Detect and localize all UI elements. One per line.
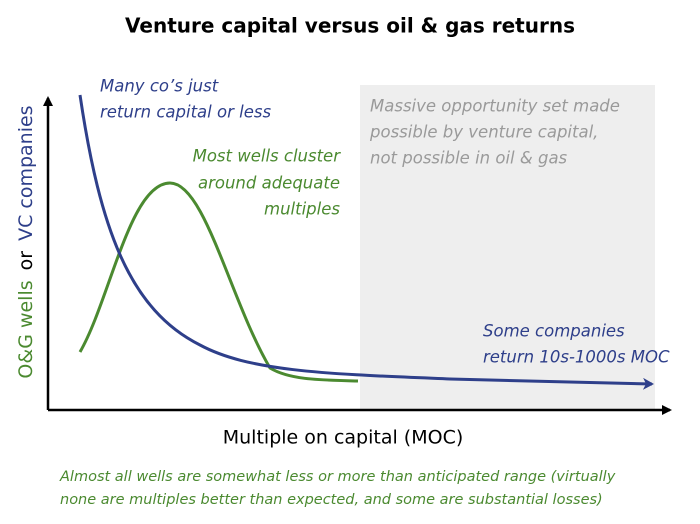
y-axis-label: O&G wells or VC companies — [15, 105, 37, 378]
annotation: Most wells cluster — [193, 147, 342, 166]
annotation: possible by venture capital, — [369, 123, 598, 142]
annotation: Some companies — [483, 322, 625, 341]
annotation: return capital or less — [100, 103, 271, 122]
title: Venture capital versus oil & gas returns — [125, 14, 575, 38]
vc-curve — [78, 94, 654, 390]
annotation: return 10s-1000s MOC — [483, 348, 670, 367]
annotation: not possible in oil & gas — [370, 149, 568, 168]
annotation: multiples — [264, 200, 340, 219]
footnote: none are multiples better than expected,… — [60, 492, 603, 508]
x-axis-label: Multiple on capital (MOC) — [223, 427, 464, 449]
y-label-vc: VC companies — [15, 105, 37, 241]
annotation: around adequate — [198, 174, 340, 193]
annotation: Massive opportunity set made — [370, 97, 620, 116]
wells-curve — [78, 181, 359, 383]
y-label-wells: O&G wells — [15, 280, 37, 378]
footnote: Almost all wells are somewhat less or mo… — [59, 469, 616, 485]
y-label-or: or — [15, 251, 37, 271]
annotation: Many co’s just — [100, 77, 219, 96]
opportunity-region — [360, 85, 655, 410]
